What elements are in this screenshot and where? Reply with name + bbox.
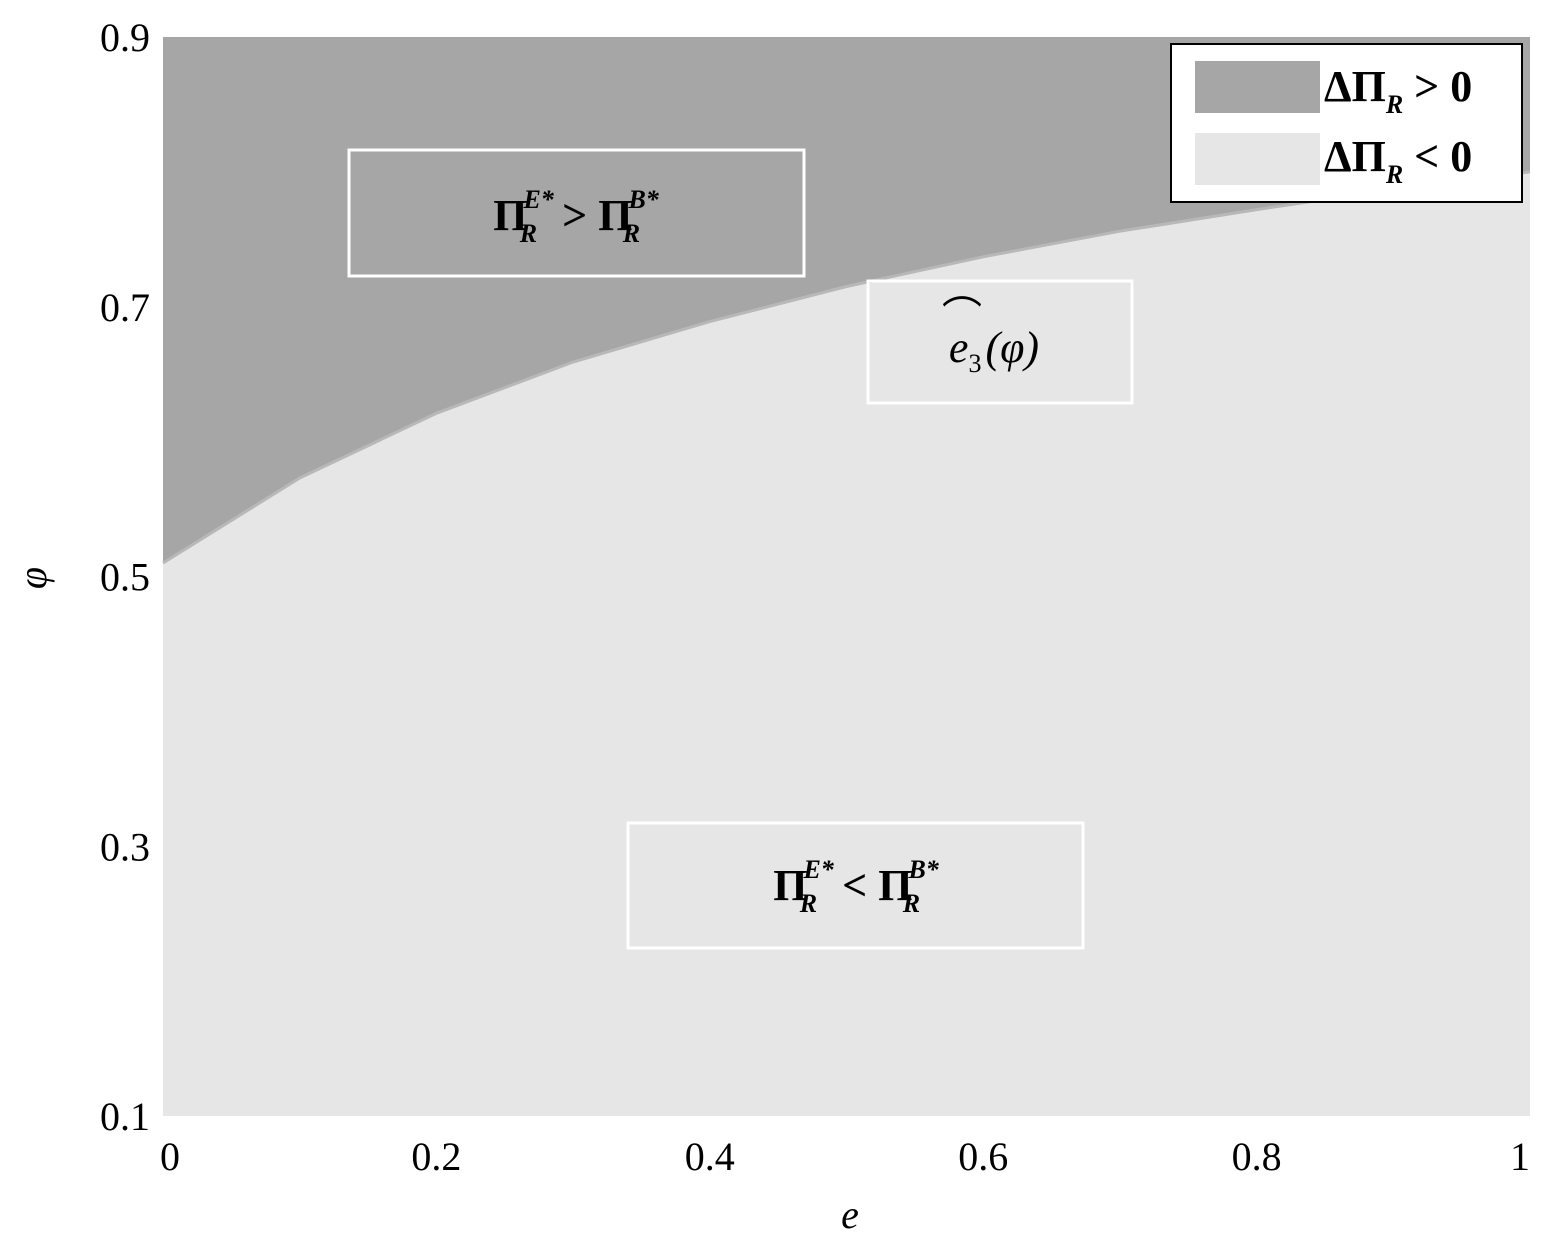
x-axis-label: e <box>841 1192 859 1237</box>
legend-swatch-positive <box>1195 61 1320 113</box>
legend-label-positive: ΔΠR > 0 <box>1324 62 1472 119</box>
x-tick-label: 0 <box>160 1134 180 1179</box>
x-tick-label: 0.4 <box>685 1134 735 1179</box>
y-tick-label: 0.9 <box>100 15 150 60</box>
y-axis-label: φ <box>10 567 55 589</box>
y-axis-ticks: 0.1 0.3 0.5 0.7 0.9 <box>100 15 150 1139</box>
y-tick-label: 0.1 <box>100 1094 150 1139</box>
x-axis-ticks: 0 0.2 0.4 0.6 0.8 1 <box>160 1134 1530 1179</box>
annotation-lower: ΠE* R < ΠB* R <box>626 821 1085 950</box>
svg-text:e3(φ): e3(φ) <box>949 323 1039 378</box>
legend-swatch-negative <box>1195 133 1320 185</box>
svg-text:ΠE*R > ΠB*R: ΠE* R > ΠB* R <box>493 185 660 248</box>
legend: ΔΠR > 0 ΔΠR < 0 <box>1170 43 1523 203</box>
x-tick-label: 0.8 <box>1232 1134 1282 1179</box>
x-tick-label: 0.2 <box>411 1134 461 1179</box>
legend-label-negative: ΔΠR < 0 <box>1324 132 1472 189</box>
y-tick-label: 0.7 <box>100 285 150 330</box>
svg-text:ΠE*R < ΠB*R: ΠE* R < ΠB* R <box>773 855 940 918</box>
x-tick-label: 1 <box>1510 1134 1530 1179</box>
y-tick-label: 0.5 <box>100 555 150 600</box>
annotation-curve: ⌒ e3(φ) <box>866 279 1134 405</box>
hat-icon: ⌒ <box>942 294 982 339</box>
y-tick-label: 0.3 <box>100 824 150 869</box>
annotation-upper: ΠE* R > ΠB* R <box>347 148 806 278</box>
x-tick-label: 0.6 <box>958 1134 1008 1179</box>
